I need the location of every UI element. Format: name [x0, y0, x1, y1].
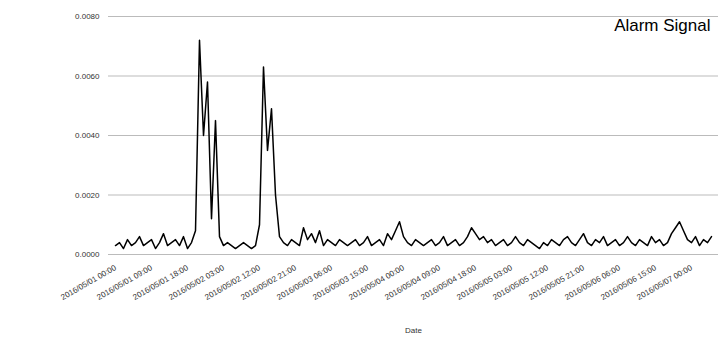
- svg-text:0.0080: 0.0080: [75, 12, 100, 21]
- svg-text:2016/05/05 12:00: 2016/05/05 12:00: [491, 263, 550, 303]
- svg-text:2016/05/06 15:00: 2016/05/06 15:00: [599, 263, 658, 303]
- svg-text:0.0060: 0.0060: [75, 72, 100, 81]
- svg-text:2016/05/04 09:00: 2016/05/04 09:00: [383, 263, 442, 303]
- svg-text:2016/05/03 06:00: 2016/05/03 06:00: [275, 263, 334, 303]
- svg-text:0.0020: 0.0020: [75, 191, 100, 200]
- svg-text:2016/05/02 03:00: 2016/05/02 03:00: [167, 263, 226, 303]
- svg-text:2016/05/06 06:00: 2016/05/06 06:00: [563, 263, 622, 303]
- svg-text:2016/05/02 21:00: 2016/05/02 21:00: [239, 263, 298, 303]
- svg-text:2016/05/05 21:00: 2016/05/05 21:00: [527, 263, 586, 303]
- svg-text:2016/05/03 15:00: 2016/05/03 15:00: [311, 263, 370, 303]
- svg-text:2016/05/02 12:00: 2016/05/02 12:00: [203, 263, 262, 303]
- svg-text:2016/05/01 18:00: 2016/05/01 18:00: [131, 263, 190, 303]
- svg-text:0.0040: 0.0040: [75, 131, 100, 140]
- svg-text:2016/05/01 00:00: 2016/05/01 00:00: [59, 263, 118, 303]
- svg-text:Date: Date: [405, 326, 422, 335]
- svg-text:2016/05/01 09:00: 2016/05/01 09:00: [95, 263, 154, 303]
- svg-text:2016/05/04 18:00: 2016/05/04 18:00: [419, 263, 478, 303]
- svg-text:Alarm Signal: Alarm Signal: [614, 16, 710, 35]
- svg-text:2016/05/05 03:00: 2016/05/05 03:00: [455, 263, 514, 303]
- svg-text:2016/05/04 00:00: 2016/05/04 00:00: [347, 263, 406, 303]
- svg-text:0.0000: 0.0000: [75, 250, 100, 259]
- svg-text:2016/05/07 00:00: 2016/05/07 00:00: [635, 263, 694, 302]
